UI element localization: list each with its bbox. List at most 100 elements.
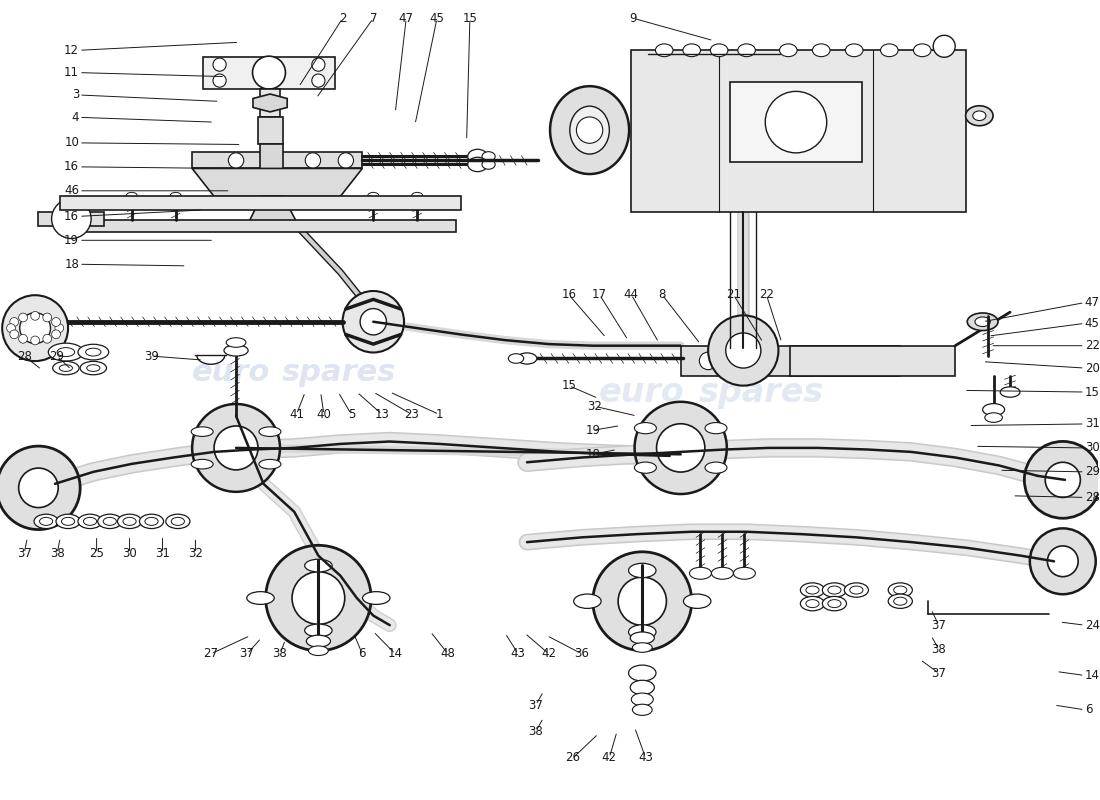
Ellipse shape	[888, 583, 912, 598]
Circle shape	[19, 468, 58, 507]
Ellipse shape	[705, 462, 727, 474]
Ellipse shape	[306, 635, 330, 647]
Text: 36: 36	[574, 647, 590, 661]
Circle shape	[52, 199, 91, 238]
Ellipse shape	[632, 642, 652, 652]
Text: 43: 43	[638, 751, 653, 764]
Ellipse shape	[170, 192, 182, 198]
Circle shape	[305, 153, 320, 168]
Ellipse shape	[409, 196, 425, 204]
Text: 8: 8	[659, 288, 666, 301]
Text: 47: 47	[1085, 296, 1100, 309]
Circle shape	[19, 313, 28, 322]
Ellipse shape	[801, 583, 825, 598]
Ellipse shape	[80, 362, 107, 374]
Ellipse shape	[78, 514, 102, 529]
Ellipse shape	[632, 704, 652, 715]
Ellipse shape	[258, 459, 280, 469]
Ellipse shape	[780, 44, 798, 57]
Circle shape	[342, 291, 404, 353]
Text: 15: 15	[1085, 386, 1100, 398]
Ellipse shape	[140, 514, 164, 529]
Ellipse shape	[705, 422, 727, 434]
Text: 22: 22	[759, 288, 773, 301]
Ellipse shape	[628, 665, 656, 681]
Ellipse shape	[118, 514, 142, 529]
Circle shape	[657, 424, 705, 472]
Ellipse shape	[570, 106, 609, 154]
Circle shape	[52, 318, 60, 326]
Text: 14: 14	[1085, 669, 1100, 682]
Ellipse shape	[683, 594, 711, 609]
Ellipse shape	[166, 514, 190, 529]
Circle shape	[267, 153, 283, 168]
Text: 2: 2	[339, 12, 346, 25]
Text: 14: 14	[387, 647, 403, 661]
Ellipse shape	[711, 44, 728, 57]
Ellipse shape	[305, 559, 332, 572]
Ellipse shape	[78, 344, 109, 360]
Circle shape	[618, 577, 667, 626]
Text: 21: 21	[726, 288, 741, 301]
Polygon shape	[204, 57, 334, 89]
Ellipse shape	[84, 518, 97, 526]
Polygon shape	[261, 89, 280, 117]
Ellipse shape	[845, 583, 868, 598]
Circle shape	[635, 402, 727, 494]
Ellipse shape	[806, 586, 820, 594]
Ellipse shape	[123, 518, 136, 526]
Text: 16: 16	[64, 160, 79, 174]
Ellipse shape	[508, 354, 524, 363]
Text: 39: 39	[144, 350, 158, 362]
Ellipse shape	[367, 192, 378, 198]
Text: 28: 28	[16, 350, 32, 362]
Ellipse shape	[828, 586, 842, 594]
Polygon shape	[681, 346, 900, 376]
Ellipse shape	[984, 413, 1002, 422]
Polygon shape	[248, 196, 298, 226]
Ellipse shape	[411, 192, 422, 198]
Text: 37: 37	[932, 666, 946, 679]
Text: 26: 26	[565, 751, 581, 764]
Text: euro: euro	[598, 375, 684, 409]
Text: 30: 30	[122, 547, 136, 560]
Ellipse shape	[365, 196, 381, 204]
Text: 18: 18	[64, 258, 79, 270]
Polygon shape	[730, 82, 862, 162]
Text: 31: 31	[1085, 418, 1100, 430]
Ellipse shape	[87, 365, 100, 371]
Ellipse shape	[635, 462, 657, 474]
Ellipse shape	[935, 44, 953, 57]
Circle shape	[43, 334, 52, 343]
Ellipse shape	[972, 111, 986, 121]
Text: 16: 16	[561, 288, 576, 301]
Circle shape	[52, 330, 60, 338]
Circle shape	[20, 313, 51, 343]
Circle shape	[793, 352, 811, 370]
Text: 6: 6	[1085, 703, 1092, 716]
Text: 20: 20	[1085, 362, 1100, 374]
Polygon shape	[631, 50, 966, 211]
Circle shape	[708, 315, 779, 386]
Text: 42: 42	[541, 647, 557, 661]
Circle shape	[933, 35, 955, 58]
Text: 30: 30	[1085, 442, 1100, 454]
Ellipse shape	[363, 592, 390, 605]
Text: 19: 19	[585, 424, 601, 437]
Ellipse shape	[893, 598, 906, 606]
Circle shape	[593, 552, 692, 650]
Ellipse shape	[813, 44, 830, 57]
Text: 38: 38	[528, 725, 543, 738]
Polygon shape	[192, 169, 362, 196]
Circle shape	[1030, 528, 1096, 594]
Text: 43: 43	[510, 647, 526, 661]
Ellipse shape	[690, 567, 712, 579]
Ellipse shape	[846, 44, 864, 57]
Circle shape	[10, 330, 19, 338]
Ellipse shape	[191, 459, 213, 469]
Text: 19: 19	[64, 234, 79, 247]
Ellipse shape	[635, 422, 657, 434]
Text: 10: 10	[64, 136, 79, 150]
Circle shape	[0, 446, 80, 530]
Circle shape	[10, 318, 19, 326]
